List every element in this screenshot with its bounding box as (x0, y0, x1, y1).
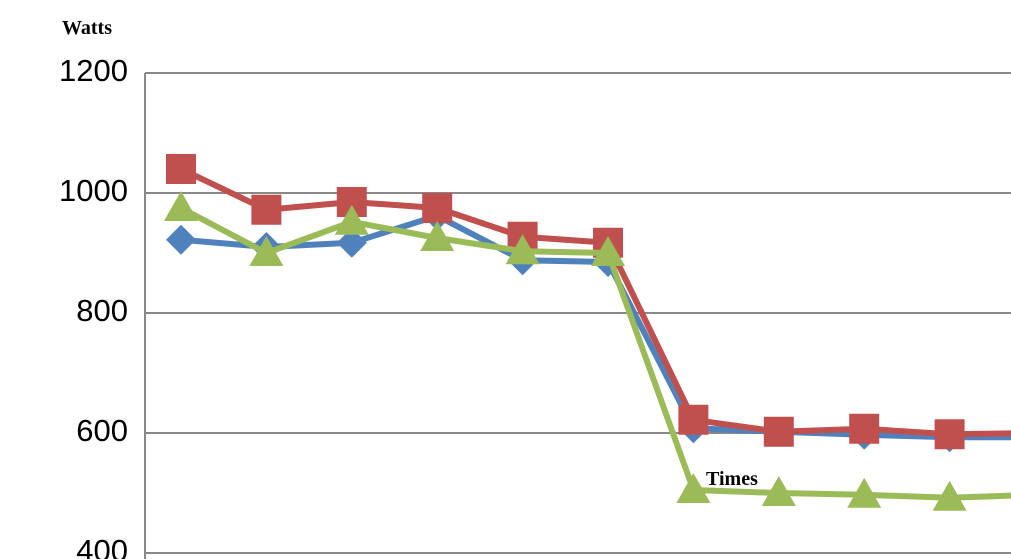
data-point (678, 404, 709, 435)
data-point (591, 236, 625, 266)
data-point (251, 194, 282, 225)
y-tick-label: 1000 (59, 173, 128, 208)
y-axis-label: Watts (62, 17, 112, 39)
y-tick-label: 600 (76, 413, 128, 448)
plot-area (164, 154, 1011, 511)
data-point (336, 227, 367, 258)
data-point (166, 224, 196, 255)
data-point (166, 154, 196, 184)
data-point (932, 480, 967, 511)
series-line (179, 166, 1011, 438)
data-point (761, 476, 796, 506)
data-point (763, 416, 794, 447)
data-point (934, 419, 965, 450)
y-tick-label: 400 (76, 533, 128, 559)
data-point (676, 473, 711, 503)
data-point (505, 234, 540, 265)
data-point (336, 187, 367, 217)
data-point (249, 236, 284, 266)
data-point (847, 477, 882, 508)
data-point (334, 204, 369, 235)
data-point (164, 191, 198, 221)
y-tick-label: 800 (76, 293, 128, 328)
x-axis-label: Times (706, 468, 758, 490)
data-point (849, 413, 880, 444)
data-point (422, 193, 453, 223)
series-line (179, 205, 1011, 501)
grid (145, 72, 1011, 554)
data-point (420, 221, 455, 251)
y-tick-label: 1200 (59, 53, 128, 88)
